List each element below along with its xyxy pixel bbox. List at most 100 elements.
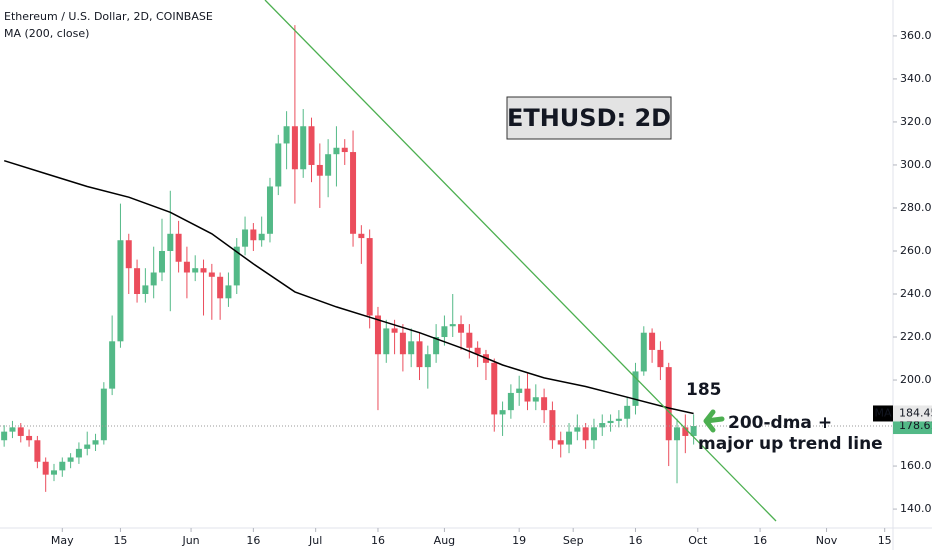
candle-body bbox=[615, 418, 622, 421]
candle-body bbox=[275, 143, 282, 187]
candle-body bbox=[632, 371, 639, 406]
candle-body bbox=[183, 261, 190, 273]
x-tick-label: Sep bbox=[563, 534, 584, 547]
trend-line bbox=[264, 0, 777, 522]
candle-body bbox=[441, 326, 448, 338]
candle-body bbox=[258, 233, 265, 241]
candle-body bbox=[92, 440, 99, 445]
candle-body bbox=[424, 354, 431, 368]
ma-name-label: MA bbox=[874, 406, 891, 419]
candle-body bbox=[84, 444, 91, 449]
x-tick-label: 16 bbox=[628, 534, 642, 547]
candle-body bbox=[134, 268, 141, 295]
x-tick-label: 16 bbox=[371, 534, 385, 547]
y-tick-label: 260.00 bbox=[900, 244, 932, 257]
candle-body bbox=[524, 388, 531, 402]
y-tick-label: 300.00 bbox=[900, 158, 932, 171]
candle-body bbox=[474, 347, 481, 355]
candle-body bbox=[266, 186, 273, 234]
ma-line bbox=[3, 159, 694, 415]
candle-body bbox=[9, 427, 16, 432]
x-tick-label: 19 bbox=[512, 534, 526, 547]
candle-body bbox=[358, 233, 365, 239]
candle-body bbox=[316, 164, 323, 176]
x-tick-label: Jun bbox=[181, 534, 199, 547]
x-tick-label: Jul bbox=[308, 534, 322, 547]
candle-body bbox=[26, 435, 33, 441]
candle-body bbox=[682, 427, 689, 436]
x-tick-label: 16 bbox=[753, 534, 767, 547]
candle-body bbox=[34, 440, 41, 462]
candle-body bbox=[59, 461, 66, 471]
candle-body bbox=[690, 426, 697, 436]
candle-body bbox=[391, 328, 398, 333]
x-tick-label: 15 bbox=[878, 534, 892, 547]
arrow bbox=[703, 409, 725, 433]
candle-body bbox=[142, 285, 149, 295]
y-tick-label: 320.00 bbox=[900, 115, 932, 128]
candle-body bbox=[657, 349, 664, 368]
candle-body bbox=[574, 427, 581, 432]
ma-price-label: 184.45 bbox=[899, 406, 932, 419]
candle-body bbox=[374, 315, 381, 355]
candle-body bbox=[566, 431, 573, 445]
annotation: 185 bbox=[686, 380, 722, 400]
candle-body bbox=[491, 362, 498, 415]
candle-body bbox=[283, 126, 290, 144]
annotation: major up trend line bbox=[698, 434, 883, 454]
candle-body bbox=[383, 328, 390, 355]
candle-body bbox=[557, 440, 564, 445]
candle-body bbox=[325, 154, 332, 176]
candle-body bbox=[366, 238, 373, 316]
candle-body bbox=[350, 152, 357, 234]
axes: 140.00160.00180.00200.00220.00240.00260.… bbox=[51, 29, 932, 547]
candle-body bbox=[590, 427, 597, 441]
x-tick-label: Nov bbox=[816, 534, 838, 547]
y-tick-label: 340.00 bbox=[900, 72, 932, 85]
candle-body bbox=[250, 229, 257, 241]
candle-body bbox=[674, 427, 681, 441]
candle-body bbox=[341, 147, 348, 153]
chart-title: Ethereum / U.S. Dollar, 2D, COINBASE bbox=[4, 10, 213, 23]
candle-body bbox=[624, 405, 631, 419]
candle-body bbox=[233, 246, 240, 286]
y-tick-label: 200.00 bbox=[900, 373, 932, 386]
candle-body bbox=[109, 341, 116, 389]
y-tick-label: 160.00 bbox=[900, 459, 932, 472]
candle-body bbox=[42, 461, 49, 475]
candle-body bbox=[208, 272, 215, 277]
y-tick-label: 240.00 bbox=[900, 287, 932, 300]
candle-body bbox=[549, 410, 556, 441]
candle-body bbox=[458, 324, 465, 333]
candle-body bbox=[665, 367, 672, 441]
candle-body bbox=[507, 392, 514, 411]
x-tick-label: May bbox=[51, 534, 74, 547]
candle-body bbox=[649, 332, 656, 350]
annotation: 200-dma + bbox=[728, 413, 832, 433]
candle-body bbox=[466, 332, 473, 348]
candle-body bbox=[225, 285, 232, 299]
candle-body bbox=[167, 233, 174, 251]
y-tick-label: 360.00 bbox=[900, 29, 932, 42]
candle-body bbox=[408, 341, 415, 355]
candle-body bbox=[1, 431, 8, 441]
candle-body bbox=[532, 397, 539, 402]
candle-body bbox=[416, 341, 423, 368]
annotation-box bbox=[506, 96, 672, 140]
candle-body bbox=[50, 470, 57, 475]
x-tick-label: 16 bbox=[246, 534, 260, 547]
candle-body bbox=[640, 332, 647, 372]
candle-body bbox=[242, 229, 249, 247]
candle-body bbox=[200, 268, 207, 273]
candle-body bbox=[516, 388, 523, 393]
candle-body bbox=[125, 240, 132, 269]
candle-body bbox=[399, 332, 406, 355]
indicator-label: MA (200, close) bbox=[4, 27, 89, 40]
last-price-label: 178.61 bbox=[899, 419, 932, 432]
y-tick-label: 220.00 bbox=[900, 330, 932, 343]
ma-name-tag bbox=[873, 405, 893, 422]
x-tick-label: 15 bbox=[113, 534, 127, 547]
candle-body bbox=[333, 147, 340, 155]
candle-body bbox=[499, 410, 506, 415]
